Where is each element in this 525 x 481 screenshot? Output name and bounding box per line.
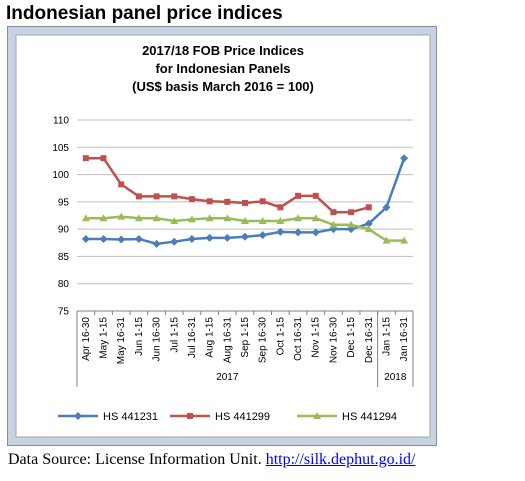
data-point-series-3 [152,214,161,222]
y-tick-label: 90 [58,225,70,236]
data-point-series-2 [82,155,89,162]
data-point-series-2 [259,198,266,205]
data-point-series-1 [258,231,267,240]
data-point-series-1 [276,227,285,236]
data-point-series-2 [365,204,372,211]
chart-title-line: (US$ basis March 2016 = 100) [132,79,314,94]
x-tick-label: Dec 1-15 [346,317,357,358]
data-point-series-1 [382,203,391,212]
x-tick-label: Oct 16-31 [293,317,304,361]
y-tick-label: 85 [58,252,70,263]
x-tick-label: Jan 16-31 [399,317,410,362]
data-point-series-2 [100,155,107,162]
x-group-label: 2017 [216,372,239,383]
x-tick-label: Jun 1-15 [134,317,145,356]
x-tick-label: Aug 1-15 [205,317,216,358]
chart-figure: 2017/18 FOB Price Indices for Indonesian … [7,26,437,446]
x-tick-label: Oct 1-15 [275,317,286,356]
data-point-series-3 [294,214,303,222]
y-tick-label: 105 [52,143,69,154]
data-point-series-2 [171,193,178,200]
data-point-series-3 [347,220,356,228]
x-tick-label: Nov 1-15 [311,317,322,358]
x-tick-label: Jul 16-31 [187,317,198,359]
data-point-series-1 [170,237,179,246]
data-point-series-1 [81,234,90,243]
data-point-series-3 [276,216,285,224]
y-tick-label: 110 [53,116,69,127]
chart-title-line: for Indonesian Panels [155,61,290,76]
data-point-series-1 [152,239,161,248]
data-point-series-3 [364,225,373,233]
data-point-series-1 [241,232,249,241]
data-point-series-2 [224,198,231,205]
data-point-series-1 [99,234,108,243]
data-point-series-3 [258,216,267,224]
data-point-series-3 [311,214,320,222]
y-tick-label: 75 [58,307,70,318]
x-tick-label: Sep 1-15 [240,317,251,358]
data-point-series-3 [382,236,391,244]
line-chart: 2017/18 FOB Price Indices for Indonesian … [15,34,431,438]
data-point-series-3 [117,212,126,220]
legend-label: HS 441294 [342,411,397,423]
data-point-series-3 [187,215,196,223]
data-point-series-3 [99,214,108,222]
legend-marker-3 [313,412,321,419]
y-tick-label: 80 [58,279,70,290]
source-text: Data Source: License Information Unit. [8,451,262,468]
x-tick-label: May 1-15 [99,317,110,359]
data-point-series-1 [134,234,143,243]
x-tick-label: Apr 16-30 [81,317,92,361]
x-tick-label: Nov 16-30 [328,317,339,364]
data-point-series-2 [277,204,284,211]
y-tick-label: 100 [52,170,69,181]
data-point-series-2 [135,193,142,200]
data-point-series-3 [400,236,409,244]
x-tick-label: May 16-31 [116,317,127,365]
data-point-series-2 [188,196,195,203]
data-point-series-1 [294,228,303,237]
data-point-series-2 [206,198,213,205]
legend-label: HS 441299 [215,411,270,423]
data-point-series-1 [400,154,409,163]
data-point-series-1 [364,219,373,228]
chart-title-line: 2017/18 FOB Price Indices [142,43,304,58]
x-tick-label: Sep 16-30 [258,317,269,364]
data-point-series-3 [170,216,179,224]
data-point-series-3 [241,216,249,224]
data-point-series-3 [223,214,232,222]
source-link[interactable]: http://silk.dephut.go.id/ [265,451,416,468]
data-point-series-2 [118,181,125,188]
data-point-series-2 [348,209,355,216]
x-tick-label: Jan 1-15 [381,317,392,356]
data-point-series-3 [205,214,214,222]
data-point-series-2 [295,192,302,199]
y-tick-label: 95 [58,197,70,208]
data-point-series-1 [311,228,320,237]
x-tick-label: Dec 16-31 [364,317,375,364]
data-point-series-2 [242,199,248,206]
data-point-series-1 [205,233,214,242]
x-tick-label: Jul 1-15 [169,317,180,353]
data-point-series-3 [329,220,338,228]
legend-marker-2 [187,413,193,419]
data-point-series-1 [117,235,126,244]
data-point-series-3 [81,214,90,222]
legend-marker-1 [74,412,82,420]
x-tick-label: Aug 16-31 [222,317,233,364]
data-point-series-3 [134,214,143,222]
x-tick-label: Jun 16-30 [152,317,163,362]
source-note: Data Source: License Information Unit. h… [8,451,415,469]
data-point-series-2 [330,209,337,216]
data-point-series-1 [187,234,196,243]
page-title: Indonesian panel price indices [6,3,283,24]
data-point-series-2 [153,193,160,200]
x-group-label: 2018 [384,372,407,383]
data-point-series-2 [312,192,319,199]
data-point-series-1 [223,233,232,242]
legend-label: HS 441231 [103,411,158,423]
